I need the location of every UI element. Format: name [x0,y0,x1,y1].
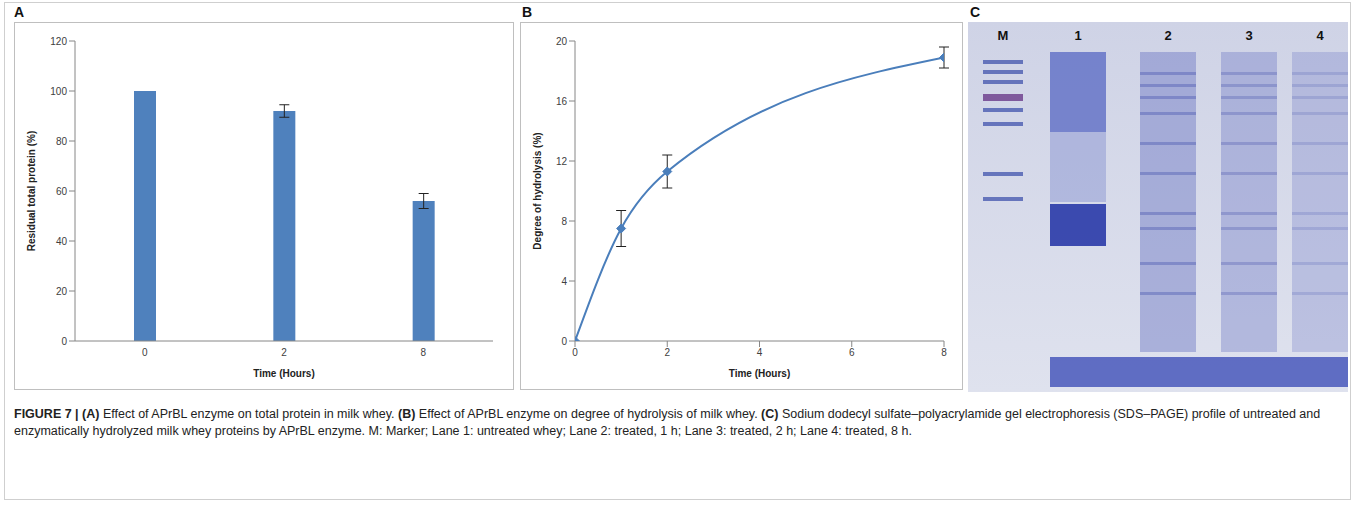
html-text:FIGURE 7 | (A) Effect of APrBL: FIGURE 7 | (A) Effect of APrBL enzyme on… [14,407,1321,438]
svg-text:0: 0 [61,336,67,347]
svg-text:4: 4 [561,276,567,287]
svg-text:8: 8 [941,347,947,358]
svg-text:4: 4 [1316,28,1324,43]
html-text:C: C [970,4,981,20]
svg-text:8: 8 [561,216,567,227]
svg-text:2: 2 [664,347,670,358]
svg-text:100: 100 [50,86,67,97]
svg-text:2: 2 [281,347,287,358]
svg-text:2: 2 [1164,28,1171,43]
svg-text:60: 60 [56,186,68,197]
svg-text:12: 12 [556,156,568,167]
svg-text:Residual total protein (%): Residual total protein (%) [26,131,37,252]
svg-text:Time (Hours): Time (Hours) [729,368,791,379]
svg-text:1: 1 [1074,28,1081,43]
svg-text:40: 40 [56,236,68,247]
svg-text:0: 0 [142,347,148,358]
svg-text:20: 20 [56,286,68,297]
svg-text:16: 16 [556,96,568,107]
html-text:A: A [14,4,25,20]
svg-text:3: 3 [1245,28,1252,43]
svg-text:0: 0 [561,336,567,347]
html-text:B: B [522,4,533,20]
svg-text:80: 80 [56,136,68,147]
svg-text:20: 20 [556,36,568,47]
svg-text:0: 0 [572,347,578,358]
svg-text:8: 8 [421,347,427,358]
svg-text:Degree of hydrolysis (%): Degree of hydrolysis (%) [532,132,543,249]
svg-text:4: 4 [757,347,763,358]
svg-text:6: 6 [849,347,855,358]
svg-text:M: M [998,28,1009,43]
svg-text:120: 120 [50,36,67,47]
svg-text:Time (Hours): Time (Hours) [253,368,315,379]
